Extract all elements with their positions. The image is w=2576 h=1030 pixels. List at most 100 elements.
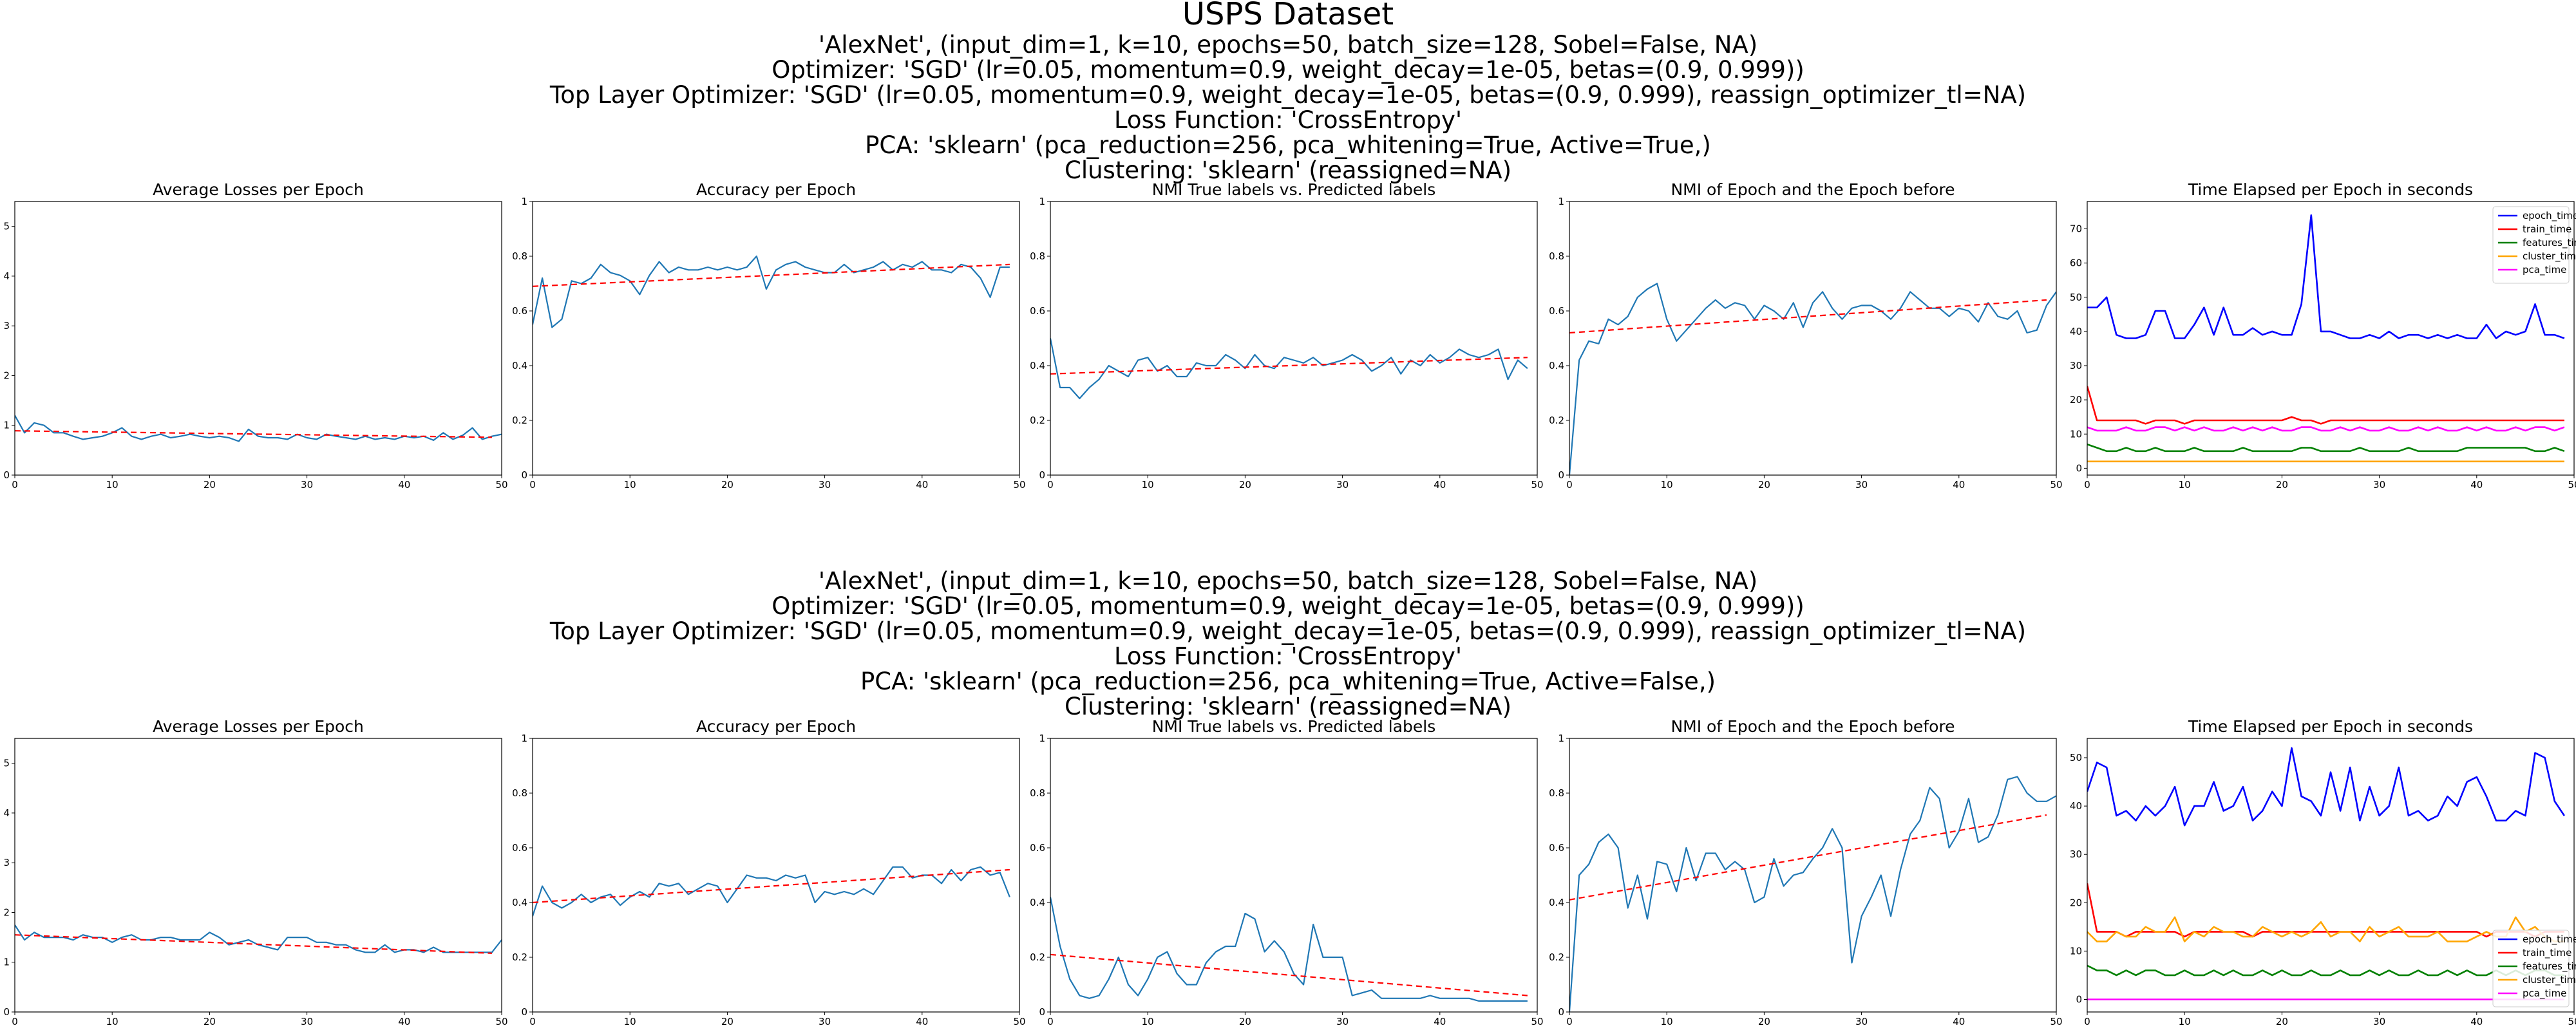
x-tick-label: 20 (2276, 1016, 2288, 1027)
subplot-title: NMI of Epoch and the Epoch before (1671, 717, 1955, 736)
legend-label: features_time (2523, 237, 2576, 249)
axes-frame (14, 201, 502, 476)
y-tick-label: 20 (2070, 897, 2082, 908)
x-tick-label: 40 (1434, 479, 1446, 491)
x-tick-label: 40 (2470, 479, 2483, 491)
x-tick-label: 20 (1758, 479, 1770, 491)
y-tick-label: 0 (1039, 469, 1045, 481)
y-tick-label: 1 (1558, 733, 1564, 744)
x-tick-label: 0 (1047, 1016, 1054, 1027)
row1-line-model: 'AlexNet', (input_dim=1, k=10, epochs=50… (819, 31, 1757, 59)
subplot-title: Average Losses per Epoch (153, 717, 364, 736)
x-tick-label: 0 (529, 1016, 536, 1027)
subplot-row1-col1: Average Losses per Epoch 0 10 20 30 40 50 0 1 2 3 4… (3, 180, 507, 491)
row2-line-pca: PCA: 'sklearn' (pca_reduction=256, pca_w… (860, 668, 1716, 695)
x-tick-label: 20 (721, 1016, 734, 1027)
y-tick-label: 40 (2070, 800, 2082, 812)
y-tick-label: 0.8 (512, 250, 527, 262)
legend: epoch_timetrain_timefeatures_timecluster… (2492, 206, 2576, 284)
row1-suptitle: 'AlexNet', (input_dim=1, k=10, epochs=50… (549, 31, 2026, 184)
row2-line-optimizer: Optimizer: 'SGD' (lr=0.05, momentum=0.9,… (772, 592, 1804, 620)
series-line-pca-time (2087, 426, 2565, 432)
subplot-title: NMI of Epoch and the Epoch before (1671, 180, 1955, 199)
y-tick-label: 3 (3, 857, 10, 868)
x-tick-label: 10 (1142, 479, 1154, 491)
y-tick-label: 0.6 (512, 305, 527, 317)
legend-box (2492, 206, 2570, 284)
x-tick-label: 30 (2373, 479, 2385, 491)
y-tick-label: 70 (2070, 223, 2082, 235)
x-tick-label: 0 (2084, 1016, 2090, 1027)
y-tick-label: 0.8 (1030, 787, 1045, 799)
x-tick-label: 50 (1531, 1016, 1543, 1027)
legend: epoch_timetrain_timefeatures_timecluster… (2492, 930, 2576, 1007)
axes-frame (1050, 738, 1538, 1013)
x-tick-label: 30 (1855, 479, 1868, 491)
y-tick-label: 2 (3, 906, 10, 918)
x-tick-label: 10 (106, 479, 118, 491)
y-tick-label: 0 (521, 1006, 527, 1018)
series-line-cluster-time (2087, 916, 2564, 942)
trend-line (1050, 953, 1528, 997)
plot-lines (1050, 897, 1528, 1002)
legend-label: train_time (2523, 223, 2571, 236)
x-tick-label: 50 (495, 479, 507, 491)
y-tick-label: 0.4 (512, 360, 527, 371)
x-tick-label: 10 (1661, 1016, 1673, 1027)
x-tick-label: 40 (1434, 1016, 1446, 1027)
trend-line (15, 430, 492, 438)
y-tick-label: 1 (521, 196, 527, 207)
row2-line-clustering: Clustering: 'sklearn' (reassigned=NA) (1065, 693, 1511, 720)
y-tick-label: 0.2 (512, 415, 527, 426)
y-tick-label: 2 (3, 370, 10, 381)
y-tick-label: 0.6 (1549, 305, 1564, 317)
x-tick-label: 30 (2373, 1016, 2385, 1027)
y-tick-label: 0 (521, 469, 527, 481)
y-tick-label: 0.4 (512, 897, 527, 908)
y-tick-label: 0.8 (1549, 250, 1564, 262)
subplot-title: Average Losses per Epoch (153, 180, 364, 199)
y-tick-label: 0.6 (1030, 842, 1045, 854)
x-tick-label: 50 (495, 1016, 507, 1027)
x-tick-label: 50 (1013, 1016, 1025, 1027)
y-tick-label: 1 (1039, 196, 1045, 207)
series-line-train-time (2087, 883, 2564, 938)
y-tick-label: 30 (2070, 360, 2082, 371)
x-tick-label: 30 (1336, 479, 1349, 491)
series-line-features-time (2087, 443, 2565, 453)
x-tick-label: 30 (819, 479, 831, 491)
subplot-row1-col2: Accuracy per Epoch 0 10 20 30 40 50 0 0.2 0.4 0.6 0… (512, 180, 1025, 491)
row1-line-top-optimizer: Top Layer Optimizer: 'SGD' (lr=0.05, mom… (549, 81, 2026, 109)
x-tick-label: 50 (2568, 1016, 2576, 1027)
y-tick-label: 50 (2070, 292, 2082, 303)
y-tick-label: 0.4 (1549, 360, 1564, 371)
x-tick-label: 50 (2050, 479, 2062, 491)
y-tick-label: 0.4 (1549, 897, 1564, 908)
axes-frame (1569, 201, 2057, 476)
y-tick-label: 1 (1558, 196, 1564, 207)
y-tick-label: 0 (3, 469, 10, 481)
y-tick-label: 0.2 (1549, 951, 1564, 963)
x-tick-label: 0 (1047, 479, 1054, 491)
x-tick-label: 0 (529, 479, 536, 491)
x-tick-label: 50 (1013, 479, 1025, 491)
subplot-row2-col2: Accuracy per Epoch 0 10 20 30 40 50 0 0.2 0.4 0.6 0… (512, 717, 1025, 1027)
y-tick-label: 5 (3, 221, 10, 232)
x-tick-label: 10 (2179, 1016, 2191, 1027)
x-tick-label: 20 (1758, 1016, 1770, 1027)
y-tick-label: 0.6 (1030, 305, 1045, 317)
y-tick-label: 10 (2070, 945, 2082, 957)
axes-frame (2087, 738, 2575, 1013)
y-tick-label: 0 (2076, 993, 2082, 1005)
y-tick-label: 0.8 (512, 787, 527, 799)
plot-lines (533, 255, 1010, 328)
y-tick-label: 0.4 (1030, 897, 1045, 908)
x-tick-label: 30 (301, 1016, 313, 1027)
subplot-row2-col1: Average Losses per Epoch 0 10 20 30 40 50 0 1 2 3 4… (3, 717, 507, 1027)
x-tick-label: 40 (2470, 1016, 2483, 1027)
trend-line (1050, 357, 1528, 375)
axes-frame (1050, 201, 1538, 476)
x-tick-label: 0 (2084, 479, 2090, 491)
